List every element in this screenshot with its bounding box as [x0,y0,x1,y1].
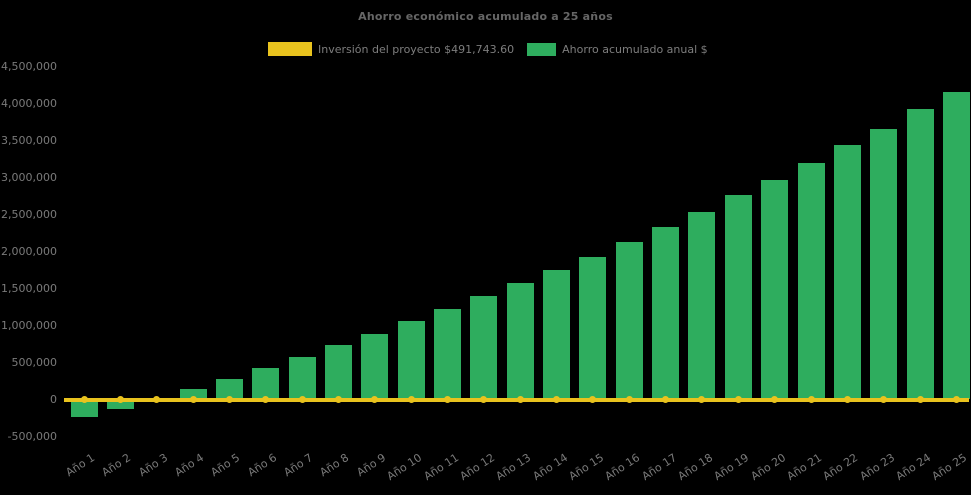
bar-year-8 [324,345,352,400]
investment-point-year-3 [153,396,161,403]
investment-line [64,397,969,402]
y-axis-label-1000000: 1,000,000 [1,318,57,332]
investment-point-year-5 [225,396,233,403]
bar-year-25 [942,91,970,400]
bar-year-6 [252,368,280,400]
savings-bar-swatch-icon [527,42,557,56]
y-axis-label-4000000: 4,000,000 [1,96,57,110]
bar-year-15 [579,256,607,400]
bar-year-17 [652,227,680,400]
y-axis-label-2000000: 2,000,000 [1,244,57,258]
bar-year-14 [543,270,571,400]
chart-canvas: Ahorro económico acumulado a 25 años Inv… [1,10,970,483]
bar-year-11 [434,309,461,400]
chart-legend: Inversión del proyecto $491,743.60 Ahorr… [268,41,708,57]
y-axis-label-3000000: 3,000,000 [1,170,57,184]
investment-point-year-23 [880,396,888,403]
legend-item-savings: Ahorro acumulado anual $ [527,42,708,56]
bar-year-18 [688,211,716,400]
bar-year-21 [797,162,825,400]
investment-point-year-10 [407,396,415,403]
investment-point-year-9 [371,396,379,403]
bar-year-10 [397,321,425,400]
bar-year-12 [470,295,498,400]
y-axis-label-3500000: 3,500,000 [1,133,57,147]
bar-year-13 [506,282,534,400]
y-axis-label-0: 0 [50,392,57,406]
bar-year-5 [215,378,243,400]
investment-point-year-15 [589,396,597,403]
investment-point-year-4 [189,396,197,403]
investment-point-year-1 [80,396,88,403]
bar-year-2 [106,399,134,410]
investment-point-year-13 [516,396,524,403]
y-axis-label-2500000: 2,500,000 [1,207,57,221]
y-axis-label--500000: -500,000 [7,429,57,443]
y-axis-label-1500000: 1,500,000 [1,281,57,295]
y-axis-label-4500000: 4,500,000 [1,59,57,73]
bar-year-24 [906,108,934,400]
investment-point-year-20 [771,396,779,403]
investment-point-year-14 [553,396,561,403]
bar-year-1 [70,399,98,418]
investment-point-year-25 [952,396,960,403]
investment-point-year-2 [116,396,124,403]
investment-point-year-17 [662,396,670,403]
investment-point-year-24 [916,396,924,403]
investment-point-year-18 [698,396,706,403]
investment-point-year-19 [734,396,742,403]
investment-point-year-11 [444,396,451,403]
bar-year-19 [724,195,752,400]
bar-year-16 [615,241,643,400]
investment-point-year-7 [298,396,306,403]
chart-title: Ahorro económico acumulado a 25 años [358,10,613,23]
bar-year-20 [761,179,789,400]
legend-label-savings: Ahorro acumulado anual $ [562,42,708,56]
bar-year-9 [361,333,389,400]
investment-point-year-16 [625,396,633,403]
bar-year-23 [870,128,898,400]
legend-item-investment: Inversión del proyecto $491,743.60 [268,42,514,56]
investment-point-year-22 [843,396,851,403]
investment-point-year-21 [807,396,815,403]
investment-line-swatch-icon [268,42,312,56]
investment-point-year-6 [262,396,270,403]
bar-year-7 [288,357,316,400]
bar-year-22 [833,144,861,400]
legend-label-investment: Inversión del proyecto $491,743.60 [318,42,515,56]
y-axis-label-500000: 500,000 [11,355,58,369]
investment-point-year-12 [480,396,488,403]
investment-point-year-8 [334,396,342,403]
bar-year-4 [179,389,207,400]
